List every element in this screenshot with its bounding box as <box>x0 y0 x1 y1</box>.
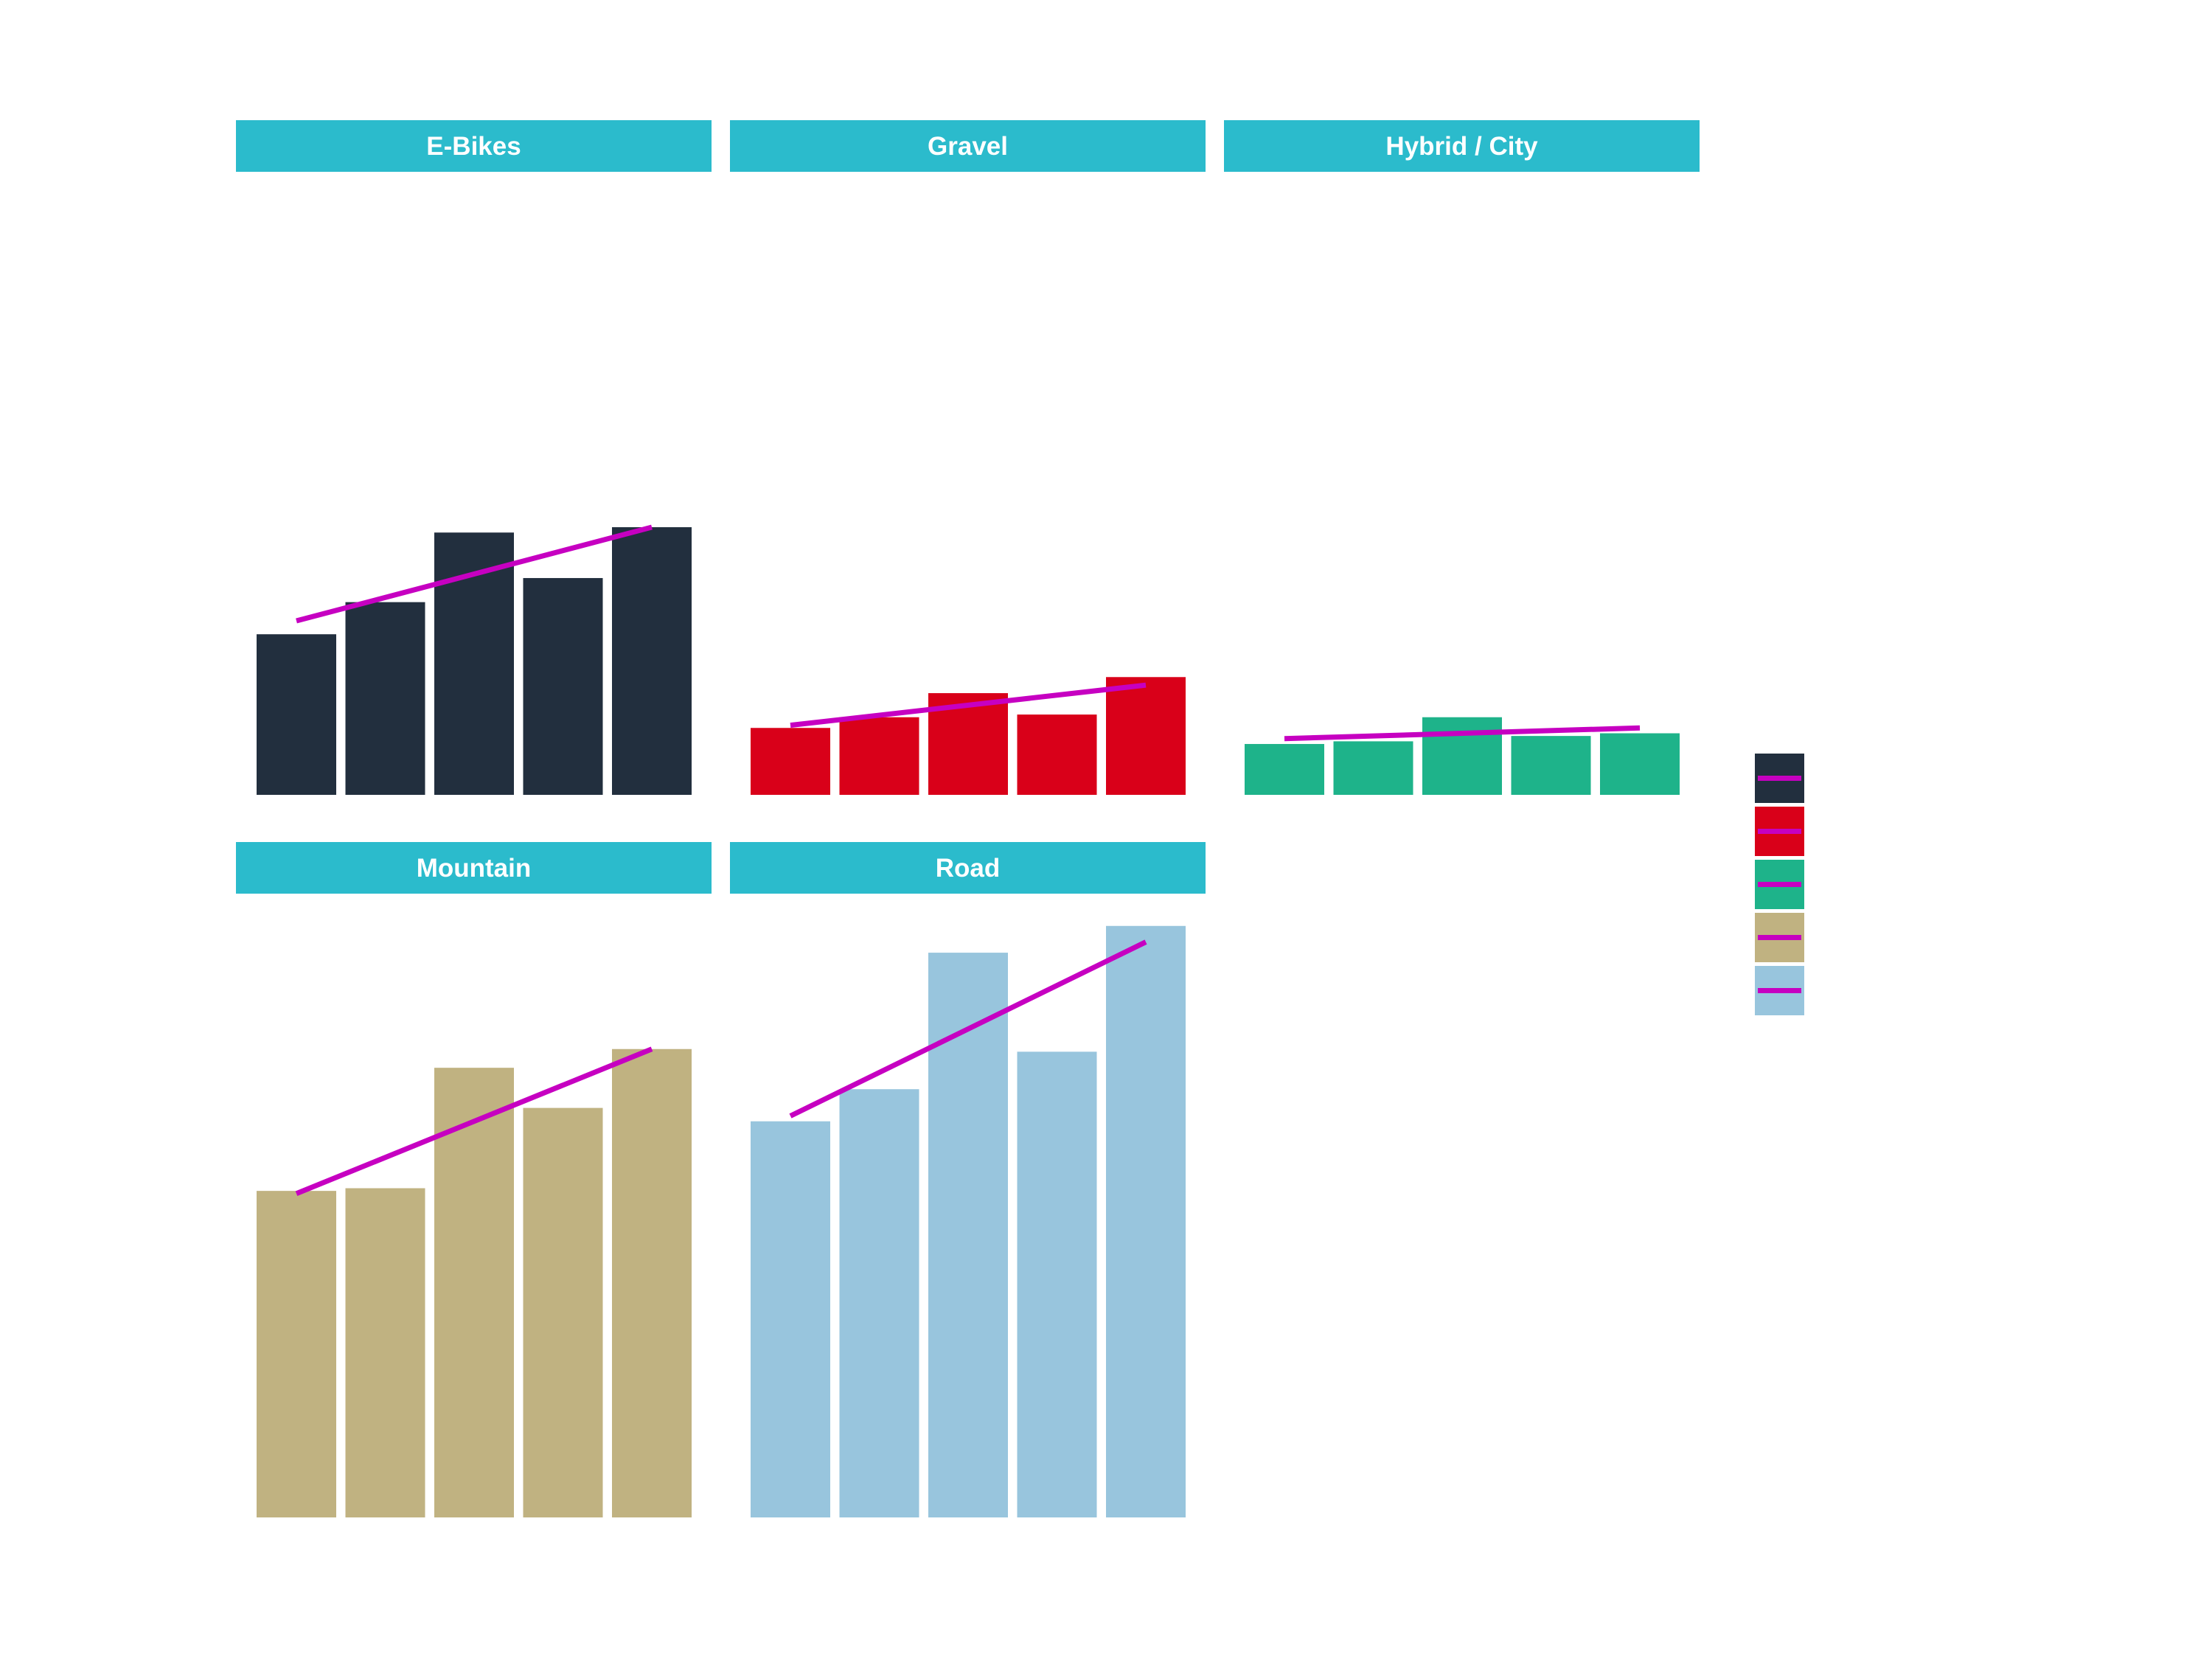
facet-title: Mountain <box>417 854 532 883</box>
bar <box>928 953 1008 1517</box>
trend-line <box>296 524 653 624</box>
facet-title: Hybrid / City <box>1385 132 1538 161</box>
trend-line <box>790 682 1147 728</box>
bar <box>257 634 336 795</box>
trend-line <box>789 939 1147 1119</box>
bar <box>751 1121 830 1517</box>
legend-key <box>1755 913 1804 962</box>
facet-title: Gravel <box>928 132 1008 161</box>
bar <box>345 1188 425 1517</box>
facet-e-bikes: E-Bikes <box>236 120 712 795</box>
bar <box>1333 741 1413 795</box>
bar <box>1600 733 1680 795</box>
bar <box>1422 717 1502 795</box>
facet-strip <box>236 842 712 894</box>
bar <box>1106 677 1186 795</box>
legend <box>1755 754 1804 1015</box>
bar <box>523 1107 603 1517</box>
facet-strip <box>730 842 1206 894</box>
facet-strip <box>730 120 1206 172</box>
bar <box>1106 925 1186 1517</box>
bar <box>839 1089 919 1517</box>
facet-strip <box>236 120 712 172</box>
bar <box>1017 1051 1097 1517</box>
bar <box>1511 736 1591 795</box>
bar <box>751 728 830 795</box>
bar <box>257 1191 336 1517</box>
facet-mountain: Mountain <box>236 842 712 1517</box>
bar <box>839 717 919 795</box>
legend-key <box>1755 807 1804 856</box>
facet-title: E-Bikes <box>426 132 521 161</box>
bar <box>1245 744 1324 795</box>
facet-title: Road <box>936 854 1001 883</box>
bar <box>1017 714 1097 795</box>
trend-line <box>295 1046 653 1197</box>
facet-hybrid-city: Hybrid / City <box>1224 120 1700 795</box>
facet-gravel: Gravel <box>730 120 1206 795</box>
trend-line <box>1284 725 1641 742</box>
legend-key <box>1755 860 1804 909</box>
bar <box>345 602 425 795</box>
facet-strip <box>1224 120 1700 172</box>
bar <box>612 527 692 795</box>
bar <box>434 1068 514 1517</box>
bar <box>523 577 603 795</box>
legend-key <box>1755 754 1804 803</box>
legend-key <box>1755 966 1804 1015</box>
facet-road: Road <box>730 842 1206 1517</box>
bar <box>612 1048 692 1517</box>
